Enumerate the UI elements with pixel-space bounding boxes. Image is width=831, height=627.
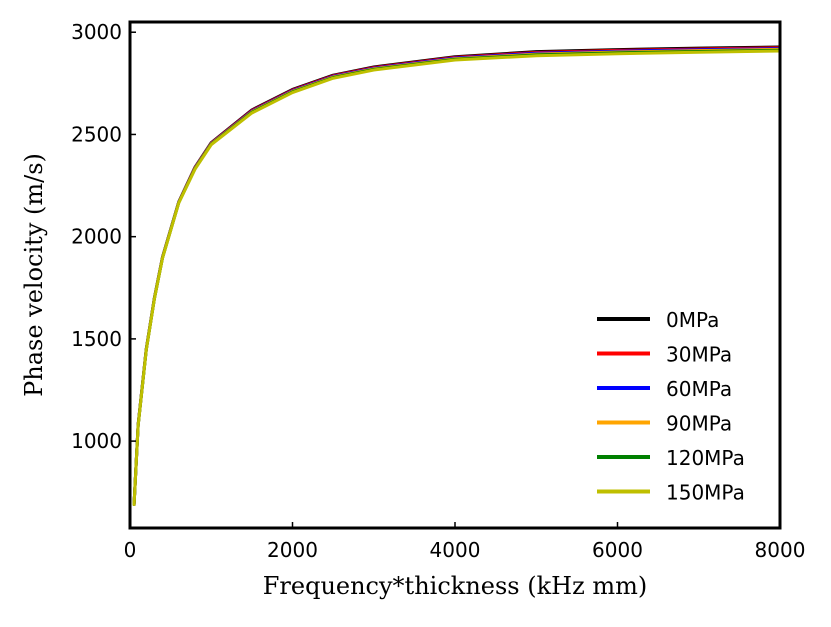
series-line-1 xyxy=(132,46,782,506)
series-layer xyxy=(132,45,782,506)
legend-label-4: 120MPa xyxy=(666,446,745,470)
y-tick-label-3: 2500 xyxy=(71,122,122,146)
x-tick-label-1: 2000 xyxy=(267,538,318,562)
series-line-0 xyxy=(132,45,782,506)
legend-label-1: 30MPa xyxy=(666,343,732,367)
x-tick-label-0: 0 xyxy=(124,538,137,562)
x-axis-title: Frequency*thickness (kHz mm) xyxy=(263,572,647,600)
y-tick-label-1: 1500 xyxy=(71,327,122,351)
legend-label-0: 0MPa xyxy=(666,308,719,332)
y-tick-label-0: 1000 xyxy=(71,429,122,453)
ticks-layer: 0 2000 4000 6000 8000 1000 1500 2000 2500 3000 xyxy=(71,20,805,562)
y-axis-title: Phase velocity (m/s) xyxy=(20,153,48,397)
series-line-2 xyxy=(132,47,782,506)
legend: 0MPa 30MPa 60MPa 90MPa 120MPa 150MPa xyxy=(597,308,745,505)
x-tick-label-2: 4000 xyxy=(430,538,481,562)
series-line-5 xyxy=(132,49,782,506)
x-tick-label-3: 6000 xyxy=(592,538,643,562)
y-tick-label-4: 3000 xyxy=(71,20,122,44)
legend-label-5: 150MPa xyxy=(666,481,745,505)
series-line-3 xyxy=(132,47,782,506)
x-tick-label-4: 8000 xyxy=(755,538,806,562)
y-tick-label-2: 2000 xyxy=(71,225,122,249)
legend-label-3: 90MPa xyxy=(666,412,732,436)
series-line-4 xyxy=(132,48,782,506)
legend-label-2: 60MPa xyxy=(666,377,732,401)
